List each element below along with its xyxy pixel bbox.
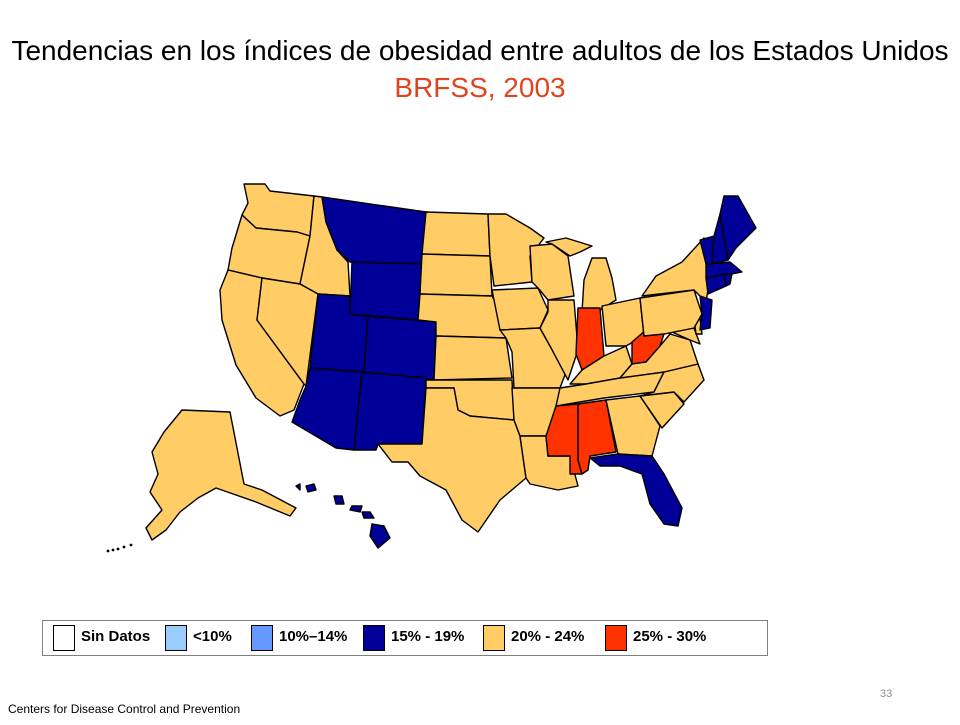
state-ri: [723, 273, 733, 287]
legend-label: Sin Datos: [81, 628, 151, 645]
legend-swatch: [251, 625, 273, 651]
legend-label: 25% - 30%: [633, 628, 707, 645]
state-ma: [705, 261, 743, 279]
state-mi-upper: [545, 237, 593, 257]
legend-label: 10%–14%: [279, 628, 348, 645]
legend-label: <10%: [193, 628, 232, 645]
state-co: [363, 315, 437, 381]
legend: Sin Datos <10% 10%–14% 15% - 19% 20% - 2…: [42, 620, 768, 656]
state-ks: [433, 335, 513, 381]
state-il: [539, 299, 579, 381]
footer-credit: Centers for Disease Control and Preventi…: [8, 702, 241, 716]
state-ia: [491, 287, 549, 331]
legend-swatch: [53, 625, 75, 651]
legend-swatch: [165, 625, 187, 651]
legend-swatch: [363, 625, 385, 651]
page-number: 33: [880, 688, 893, 700]
state-wy: [349, 261, 423, 321]
state-fl: [589, 453, 683, 527]
hawaii: [295, 483, 391, 549]
slide-title: Tendencias en los índices de obesidad en…: [0, 32, 960, 106]
state-ak: [145, 409, 297, 541]
subtitle-text: BRFSS, 2003: [394, 72, 566, 103]
legend-swatch: [605, 625, 627, 651]
state-sd: [419, 253, 493, 297]
legend-swatch: [483, 625, 505, 651]
state-me: [719, 195, 757, 261]
state-ny: [641, 237, 711, 303]
state-ga: [605, 395, 661, 457]
legend-label: 15% - 19%: [391, 628, 465, 645]
state-nd: [421, 211, 491, 257]
legend-label: 20% - 24%: [511, 628, 585, 645]
state-tx: [377, 387, 527, 533]
state-nm: [353, 371, 427, 451]
state-nj: [699, 295, 713, 331]
title-text: Tendencias en los índices de obesidad en…: [11, 35, 949, 66]
aleutian-islands: [106, 543, 133, 553]
